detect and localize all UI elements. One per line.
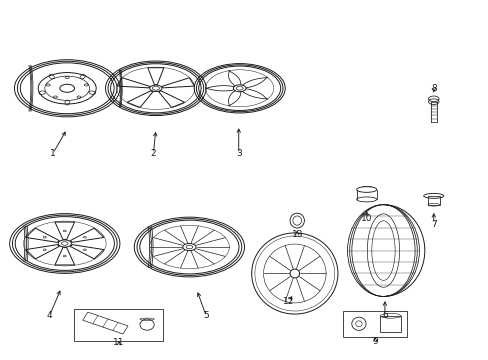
Text: 4: 4 [46, 311, 52, 320]
Bar [427, 196, 439, 205]
Bar [74, 309, 163, 341]
Text: 8: 8 [430, 84, 436, 93]
Bar [342, 311, 407, 337]
Text: 1: 1 [50, 149, 56, 158]
Text: 3: 3 [235, 149, 241, 158]
Text: 10: 10 [360, 214, 372, 223]
Text: 13: 13 [291, 230, 303, 239]
Text: 7: 7 [430, 220, 436, 229]
Text: 11: 11 [113, 338, 124, 347]
Text: 2: 2 [150, 149, 156, 158]
Text: 9: 9 [372, 337, 377, 346]
Text: 5: 5 [203, 311, 208, 320]
Text: 12: 12 [283, 297, 294, 306]
Text: 6: 6 [381, 311, 387, 320]
Bar [380, 316, 400, 332]
